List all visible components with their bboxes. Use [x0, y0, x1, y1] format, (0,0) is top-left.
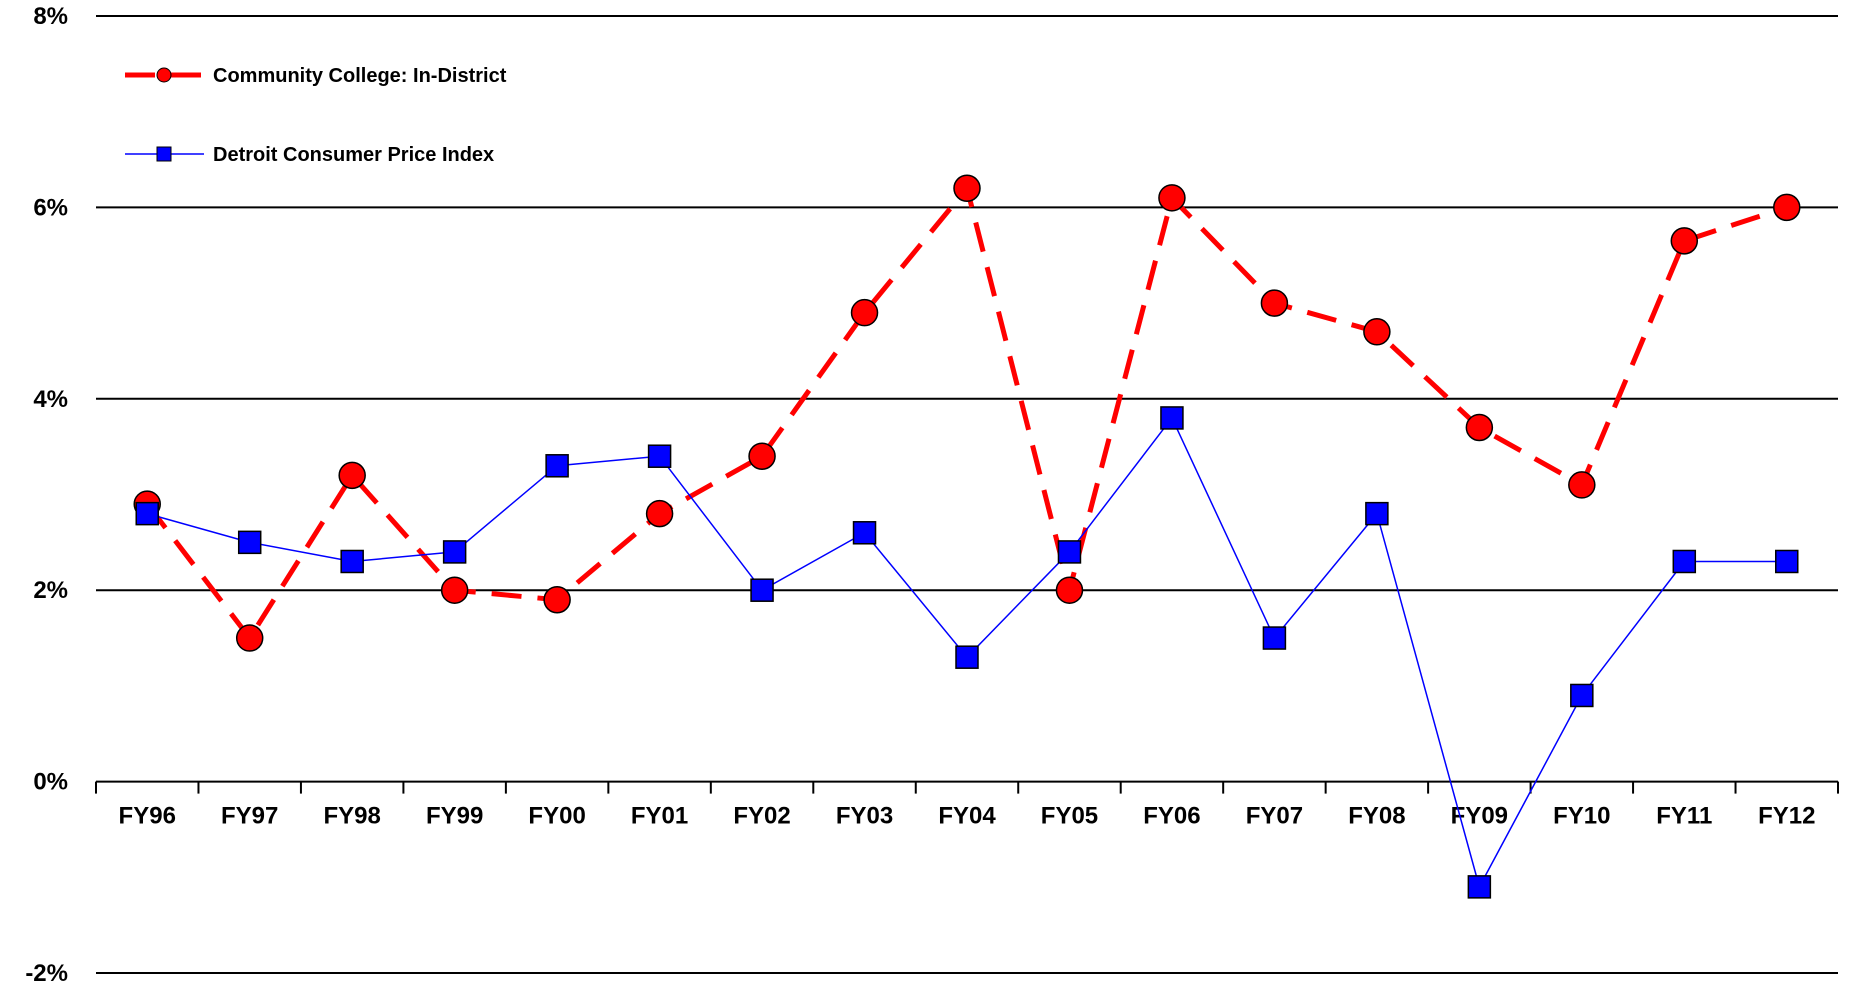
data-point: [1467, 875, 1492, 899]
data-point: [748, 442, 776, 470]
gridlines: [96, 15, 1838, 974]
series-layer: [133, 174, 1801, 899]
series-1: [133, 174, 1801, 652]
data-point: [1160, 406, 1184, 430]
x-tick-label: FY97: [221, 803, 278, 830]
data-point: [645, 499, 674, 528]
x-tick-label: FY12: [1758, 803, 1815, 830]
x-tick-label: FY10: [1553, 803, 1610, 830]
legend-marker: [156, 67, 172, 83]
x-tick-label: FY96: [119, 803, 176, 830]
y-tick-label: -2%: [25, 960, 68, 985]
y-tick-label: 8%: [33, 3, 68, 30]
x-tick-label: FY04: [938, 803, 996, 830]
data-point: [237, 530, 262, 555]
x-tick-label: FY98: [323, 803, 380, 830]
x-tick-label: FY05: [1041, 803, 1098, 830]
data-point: [1365, 501, 1389, 526]
data-point: [955, 645, 979, 669]
data-point: [442, 540, 467, 564]
x-tick-label: FY02: [733, 803, 790, 830]
data-point: [1570, 683, 1594, 708]
data-point: [1262, 626, 1287, 650]
data-point: [1672, 549, 1697, 574]
data-point: [1057, 540, 1082, 564]
data-point: [1158, 184, 1186, 212]
legend-label: Community College: In-District: [213, 65, 507, 87]
legend-item-2: Detroit Consumer Price Index: [125, 144, 494, 166]
data-point: [545, 454, 569, 478]
x-tick-label: FY00: [528, 803, 585, 830]
y-tick-label: 0%: [33, 769, 68, 796]
y-tick-label: 6%: [33, 194, 68, 221]
data-point: [1260, 289, 1289, 317]
x-tick-label: FY01: [631, 803, 688, 830]
data-point: [340, 549, 364, 574]
data-point: [750, 578, 774, 602]
data-point: [1055, 576, 1084, 604]
data-point: [953, 174, 981, 203]
data-point: [338, 461, 366, 490]
data-point: [1775, 549, 1799, 574]
legend-marker: [156, 146, 172, 162]
data-point: [850, 298, 879, 327]
data-point: [647, 444, 672, 468]
series-2: [135, 406, 1799, 899]
x-tick-label: FY99: [426, 803, 483, 830]
data-point: [1773, 193, 1801, 222]
data-point: [543, 586, 571, 614]
legend: Community College: In-District Detroit Co…: [125, 65, 507, 166]
x-tick-label: FY08: [1348, 803, 1405, 830]
data-point: [1465, 413, 1494, 442]
y-axis-tick-labels: -2% 0% 2% 4% 6% 8%: [25, 3, 68, 985]
legend-label: Detroit Consumer Price Index: [213, 144, 494, 166]
x-tick-label: FY11: [1656, 803, 1712, 830]
data-point: [440, 576, 469, 604]
x-tick-label: FY07: [1246, 803, 1303, 830]
x-axis: FY96 FY97 FY98 FY99 FY00 FY01 FY02 FY03 FY04 FY05…: [95, 780, 1839, 830]
data-point: [1670, 227, 1699, 255]
series-line: [145, 185, 1788, 641]
y-tick-label: 4%: [33, 386, 68, 413]
data-point: [135, 501, 159, 526]
legend-item-1: Community College: In-District: [125, 65, 507, 87]
data-point: [235, 624, 264, 652]
y-tick-label: 2%: [33, 577, 68, 604]
data-point: [1363, 318, 1391, 346]
data-point: [852, 521, 877, 545]
data-point: [1568, 471, 1596, 499]
x-tick-label: FY06: [1143, 803, 1200, 830]
x-tick-label: FY03: [836, 803, 893, 830]
